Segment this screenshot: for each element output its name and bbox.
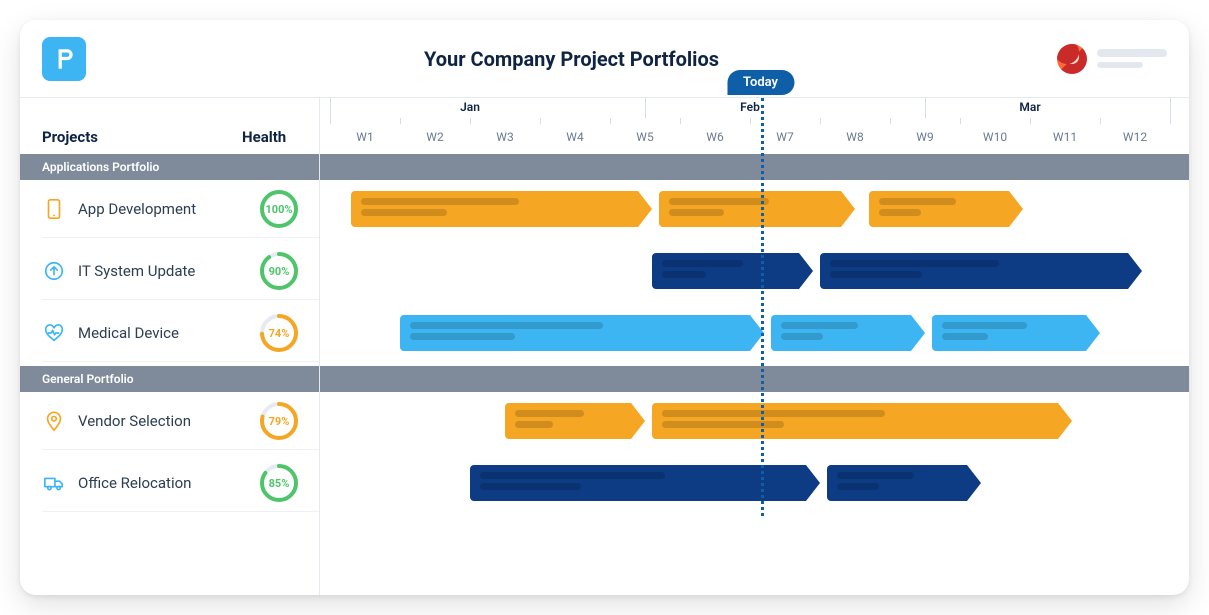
gantt-bar[interactable] <box>652 403 1058 439</box>
health-ring: 90% <box>259 251 299 291</box>
left-column: Projects Health Applications Portfolio A… <box>20 98 320 595</box>
week-label: W1 <box>356 130 373 144</box>
health-pct: 74% <box>259 313 299 353</box>
group-header[interactable]: General Portfolio <box>20 366 319 392</box>
health-pct: 90% <box>259 251 299 291</box>
gantt-bar[interactable] <box>652 253 799 289</box>
week-label: W12 <box>1123 130 1147 144</box>
logo-p-icon <box>51 46 77 72</box>
gantt-lane <box>320 392 1189 450</box>
gantt-bar[interactable] <box>827 465 967 501</box>
projects-header: Projects <box>42 128 98 146</box>
week-label: W5 <box>636 130 653 144</box>
week-label: W8 <box>846 130 863 144</box>
project-name: Medical Device <box>78 324 259 342</box>
gantt-bar[interactable] <box>351 191 638 227</box>
gantt-bar[interactable] <box>400 315 750 351</box>
week-label: W10 <box>983 130 1007 144</box>
week-label: W6 <box>706 130 723 144</box>
truck-icon <box>42 471 66 495</box>
timeline-column: JanFebMar W1W2W3W4W5W6W7W8W9W10W11W12 To… <box>320 98 1189 595</box>
health-ring: 79% <box>259 401 299 441</box>
week-label: W11 <box>1053 130 1077 144</box>
group-header-lane <box>320 154 1189 180</box>
gantt-bar[interactable] <box>659 191 841 227</box>
project-row[interactable]: Office Relocation 85% <box>20 454 319 512</box>
gantt-lane <box>320 304 1189 362</box>
health-ring: 85% <box>259 463 299 503</box>
week-label: W2 <box>426 130 443 144</box>
gantt-lane <box>320 454 1189 512</box>
week-label: W9 <box>916 130 933 144</box>
health-pct: 100% <box>259 189 299 229</box>
group-header-lane <box>320 366 1189 392</box>
health-ring: 100% <box>259 189 299 229</box>
month-label: Mar <box>1019 100 1040 114</box>
project-name: App Development <box>78 200 259 218</box>
gantt-bar[interactable] <box>869 191 1009 227</box>
gantt-lane <box>320 242 1189 300</box>
left-column-headers: Projects Health <box>20 98 319 154</box>
gantt-bar[interactable] <box>820 253 1128 289</box>
gantt-lane <box>320 180 1189 238</box>
project-row[interactable]: App Development 100% <box>20 180 319 238</box>
project-name: IT System Update <box>78 262 259 280</box>
week-label: W3 <box>496 130 513 144</box>
timeline-header: Jan Feb Mar W1 W2 W3 W4 W5 W6 W7 W8 W9 W10 W11 W12 <box>320 98 1189 154</box>
upload-circle-icon <box>42 259 66 283</box>
month-label: Jan <box>460 100 480 114</box>
user-name-placeholder <box>1097 49 1167 68</box>
health-header: Health <box>242 128 286 146</box>
gantt-bar[interactable] <box>932 315 1086 351</box>
project-name: Vendor Selection <box>78 412 259 430</box>
today-pill: Today <box>727 70 794 95</box>
today-line <box>761 98 764 516</box>
user-menu[interactable] <box>1057 44 1167 74</box>
project-name: Office Relocation <box>78 474 259 492</box>
portfolio-card: Your Company Project Portfolios Projects… <box>20 20 1189 595</box>
health-ring: 74% <box>259 313 299 353</box>
gantt-bar[interactable] <box>771 315 911 351</box>
month-label: Feb <box>740 100 760 114</box>
health-pct: 85% <box>259 463 299 503</box>
avatar <box>1057 44 1087 74</box>
gantt-bar[interactable] <box>505 403 631 439</box>
today-label: Today <box>743 75 778 90</box>
page-title: Your Company Project Portfolios <box>86 47 1057 71</box>
pin-icon <box>42 409 66 433</box>
group-header[interactable]: Applications Portfolio <box>20 154 319 180</box>
app-header: Your Company Project Portfolios <box>20 20 1189 98</box>
health-pct: 79% <box>259 401 299 441</box>
project-row[interactable]: Vendor Selection 79% <box>20 392 319 450</box>
gantt-bar[interactable] <box>470 465 806 501</box>
tablet-icon <box>42 197 66 221</box>
week-label: W7 <box>776 130 793 144</box>
heartbeat-icon <box>42 321 66 345</box>
project-row[interactable]: IT System Update 90% <box>20 242 319 300</box>
week-label: W4 <box>566 130 583 144</box>
project-row[interactable]: Medical Device 74% <box>20 304 319 362</box>
app-logo[interactable] <box>42 37 86 81</box>
